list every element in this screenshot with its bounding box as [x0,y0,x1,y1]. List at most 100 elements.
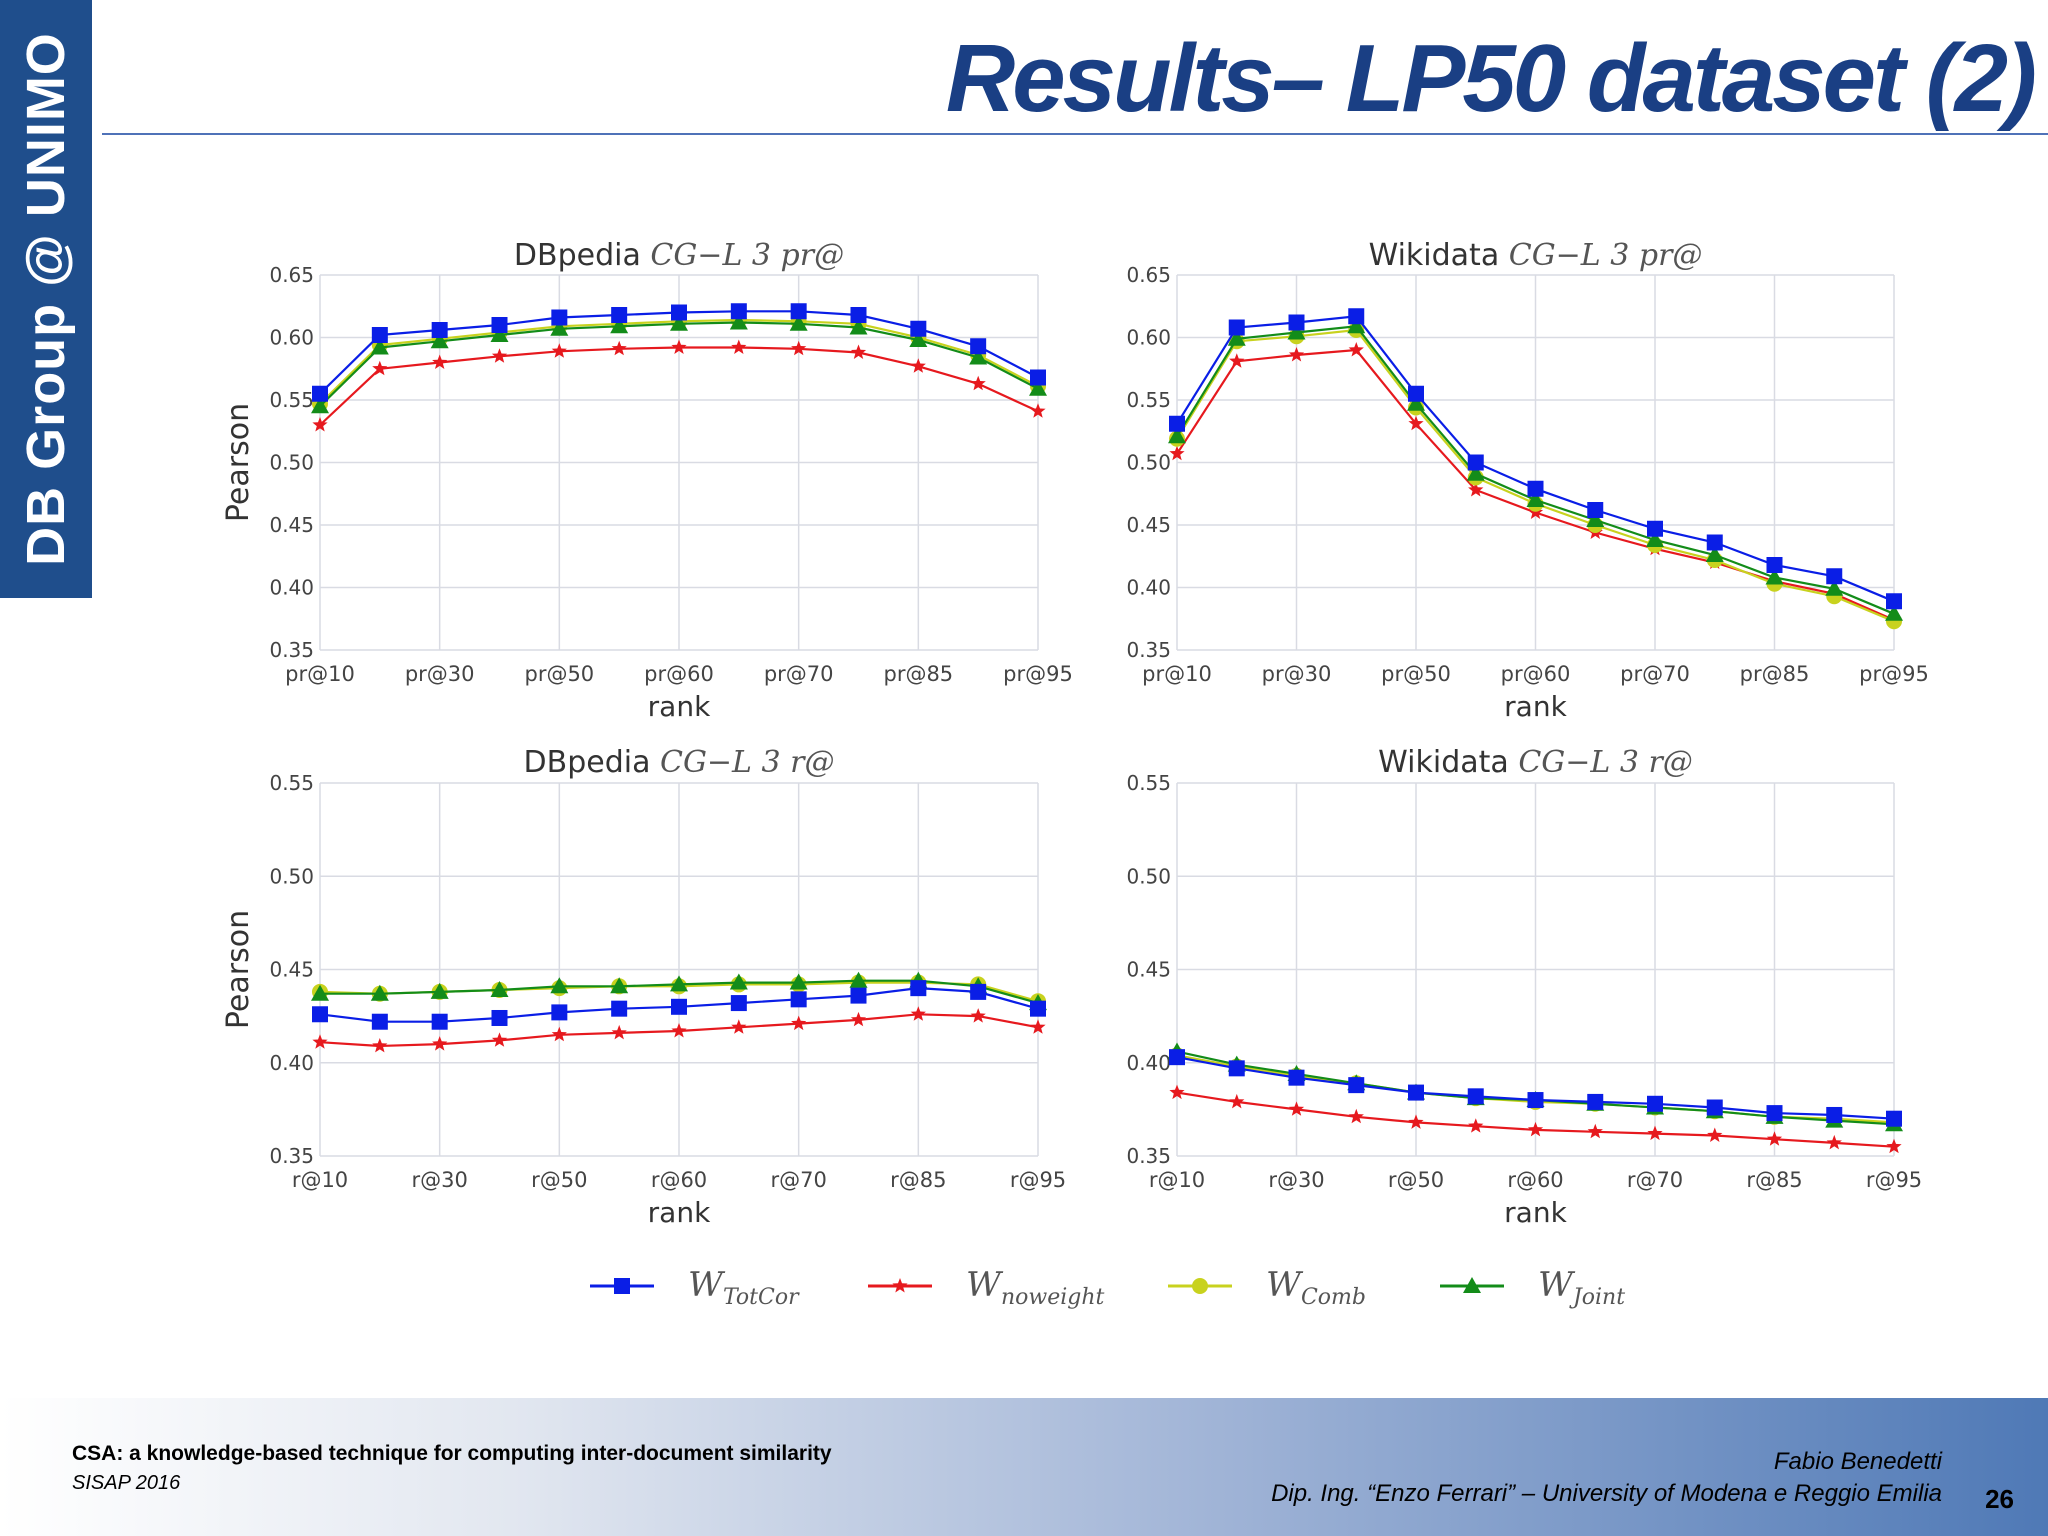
data-point [430,332,449,349]
series-W_noweight [312,1006,1046,1053]
chart-title: DBpedia CG−L 3 pr@ [514,238,844,273]
chart-title-text: Wikidata [1369,238,1509,273]
data-point [1707,1127,1723,1142]
footer-page-number: 26 [1985,1484,2014,1514]
side-banner: DB Group @ UNIMO [0,0,92,598]
data-point [970,338,987,355]
data-point [1527,1092,1544,1109]
data-point [1408,415,1424,431]
data-point [312,1034,328,1049]
data-point [849,318,868,335]
y-tick-label: 0.45 [1126,958,1171,982]
data-point [1348,1108,1364,1124]
x-tick-label: pr@50 [1381,662,1451,686]
footer: CSA: a knowledge-based technique for com… [0,1398,2048,1536]
data-point [850,307,867,323]
data-point [970,375,986,391]
y-tick-label: 0.55 [269,771,314,795]
x-tick-label: r@60 [651,1168,707,1192]
data-point [671,304,687,321]
x-tick-label: pr@70 [764,662,834,686]
y-tick-label: 0.40 [1126,576,1171,600]
data-point [850,987,867,1004]
y-tick-label: 0.45 [1126,513,1171,537]
data-point [670,975,688,992]
data-point [730,995,747,1012]
data-point [671,998,687,1015]
data-point [790,991,807,1008]
y-tick-label: 0.45 [269,513,314,537]
data-point [1228,319,1245,336]
data-point [1468,482,1484,497]
x-tick-label: r@70 [1627,1168,1683,1192]
data-point [1646,531,1664,547]
data-point [551,309,568,326]
y-tick-label: 0.65 [269,263,314,287]
legend-label-main: W [966,1265,1004,1305]
data-point [1227,329,1246,346]
y-tick-label: 0.65 [1126,263,1171,287]
x-tick-label: pr@30 [405,662,475,686]
data-point [370,984,389,1001]
y-tick-label: 0.55 [1126,388,1171,412]
legend-label-sub: TotCor [723,1285,800,1310]
y-tick-label: 0.60 [1126,326,1171,350]
data-point [1168,427,1186,444]
data-point [371,1013,388,1030]
data-point [1706,1099,1723,1116]
y-tick-label: 0.45 [269,958,314,982]
series-W_TotCor [1169,308,1902,610]
chart-title-text: DBpedia [524,745,660,780]
y-tick-label: 0.50 [269,451,314,475]
data-point [1348,342,1364,357]
y-tick-label: 0.35 [1126,638,1171,662]
data-point [850,1011,867,1027]
data-point [1407,394,1425,411]
x-tick-label: r@70 [770,1168,826,1192]
data-point [1765,568,1784,585]
chart-title: Wikidata CG−L 3 r@ [1378,745,1693,780]
series-W_Joint [1168,317,1903,621]
y-tick-label: 0.35 [1126,1144,1171,1168]
data-point [1706,534,1723,551]
data-point [611,1024,627,1040]
data-point [1885,604,1903,621]
chart-title-text: Wikidata [1378,745,1518,780]
x-tick-label: pr@50 [524,662,594,686]
series-W_noweight [1169,1084,1902,1154]
data-point [490,326,509,342]
data-point [1347,317,1366,334]
data-point [1030,369,1046,386]
x-axis-label: rank [1504,690,1567,723]
x-tick-label: r@95 [1866,1168,1922,1192]
series-W_TotCor [1169,1049,1902,1127]
chart-title-math: CG−L 3 pr@ [650,238,844,273]
data-point [610,977,629,994]
data-point [370,338,389,355]
data-point [1466,464,1485,481]
data-point [1169,1049,1185,1066]
chart-panel-3: 0.35 0.40 0.45 0.50 0.55 r@10 r@30 r@50 r@60 r@70… [221,745,1066,1229]
series-W_Joint [311,313,1047,414]
data-point [1826,568,1843,585]
chart-title: Wikidata CG−L 3 pr@ [1369,238,1703,273]
data-point [789,314,808,331]
data-point [491,1009,508,1026]
data-point [490,981,509,998]
data-point [312,1006,328,1023]
y-tick-label: 0.50 [269,864,314,888]
data-point [1030,1000,1046,1017]
data-point [849,971,868,988]
data-point [910,1006,926,1021]
x-tick-label: r@95 [1010,1168,1066,1192]
x-tick-label: pr@85 [883,662,953,686]
data-point [1527,480,1544,497]
data-point [1288,314,1305,331]
data-point [910,320,927,337]
data-point [491,348,508,363]
data-point [910,358,926,373]
data-point [491,1032,508,1047]
legend-label-sub: noweight [1001,1285,1105,1310]
data-point [1288,1069,1305,1086]
data-point [1647,1095,1663,1112]
